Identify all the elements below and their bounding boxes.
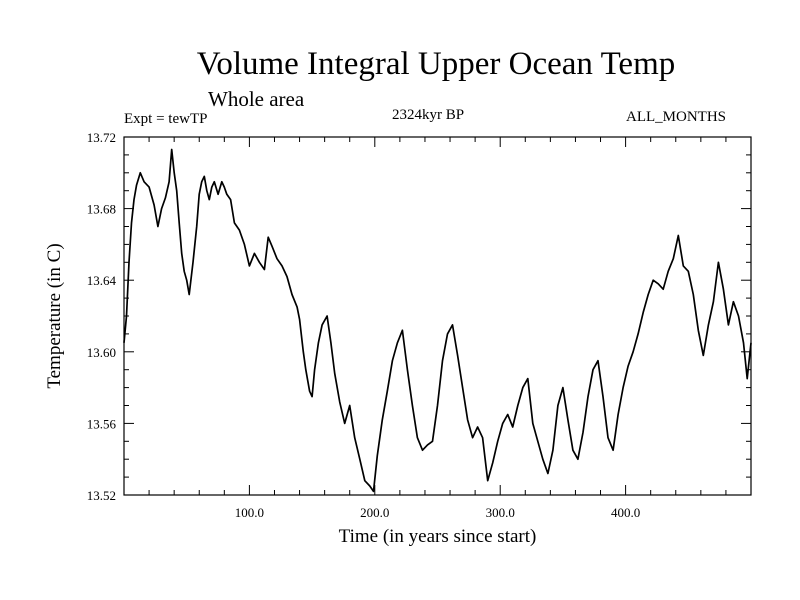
plot-frame bbox=[123, 136, 752, 496]
y-tick-label: 13.72 bbox=[87, 130, 116, 145]
chart-title: Volume Integral Upper Ocean Temp bbox=[196, 46, 676, 82]
y-tick-label: 13.52 bbox=[87, 488, 116, 503]
y-tick-label: 13.60 bbox=[87, 345, 116, 360]
y-tick-label: 13.56 bbox=[87, 416, 117, 431]
y-tick-label: 13.68 bbox=[87, 202, 116, 217]
series-line bbox=[123, 148, 752, 493]
tick-marks bbox=[124, 136, 751, 496]
months-label: ALL_MONTHS bbox=[626, 109, 726, 125]
x-axis-label: Time (in years since start) bbox=[338, 526, 537, 547]
x-tick-label: 400.0 bbox=[611, 505, 640, 520]
x-tick-label: 200.0 bbox=[360, 505, 389, 520]
experiment-label: Expt = tewTP bbox=[124, 111, 208, 127]
x-tick-label: 100.0 bbox=[235, 505, 264, 520]
chart-subtitle: Whole area bbox=[208, 87, 305, 111]
y-tick-label: 13.64 bbox=[87, 273, 117, 288]
series-layer bbox=[123, 148, 752, 493]
x-tick-label: 300.0 bbox=[486, 505, 515, 520]
tick-labels: 13.52 13.56 13.60 13.64 13.68 13.72 100.0 200.0… bbox=[87, 130, 640, 520]
period-label: 2324kyr BP bbox=[392, 107, 465, 123]
